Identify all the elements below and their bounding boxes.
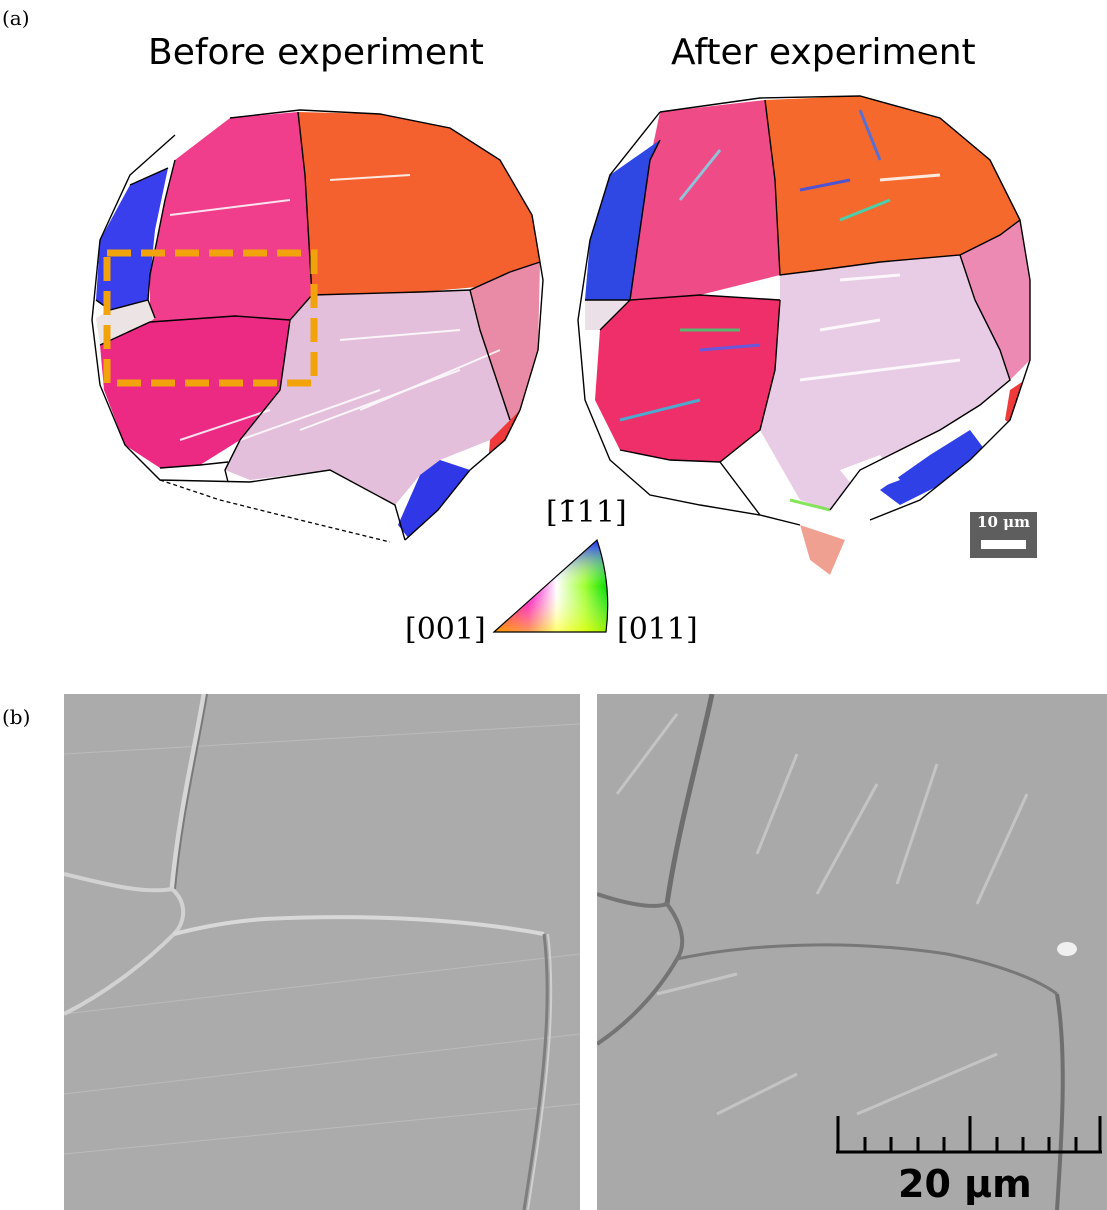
sem-image-after: [597, 694, 1107, 1210]
sem-image-before: [64, 694, 580, 1210]
grain-pink-after: [595, 295, 780, 462]
scale-bar-20um-ruler: [836, 1116, 1102, 1154]
highlight-box: [103, 249, 318, 387]
ipf-label-001: [001]: [405, 612, 486, 647]
ipf-color-triangle: [492, 538, 609, 633]
before-experiment-title: Before experiment: [148, 32, 484, 73]
after-experiment-title: After experiment: [671, 32, 976, 73]
grain-pink-upper: [150, 112, 312, 322]
panel-a-label: (a): [2, 6, 30, 30]
scale-bar-10um: 10 μm: [970, 512, 1037, 558]
grain-pink-lower: [100, 316, 290, 468]
after-experiment-ebsd-map: [577, 95, 1031, 575]
ipf-label-111: [1̄11]: [546, 495, 627, 530]
panel-b-label: (b): [2, 705, 31, 729]
grain-lilac-after: [760, 255, 1010, 510]
scale-bar-20um-label: 20 μm: [898, 1162, 1032, 1206]
before-experiment-ebsd-map: [91, 109, 544, 543]
grain-orange-after: [765, 96, 1020, 275]
grain-lilac: [225, 290, 510, 505]
ipf-label-011: [011]: [617, 612, 698, 647]
scale-bar-10um-label: 10 μm: [977, 513, 1030, 531]
grain-orange: [298, 112, 540, 296]
scale-bar-10um-bar: [981, 540, 1026, 549]
